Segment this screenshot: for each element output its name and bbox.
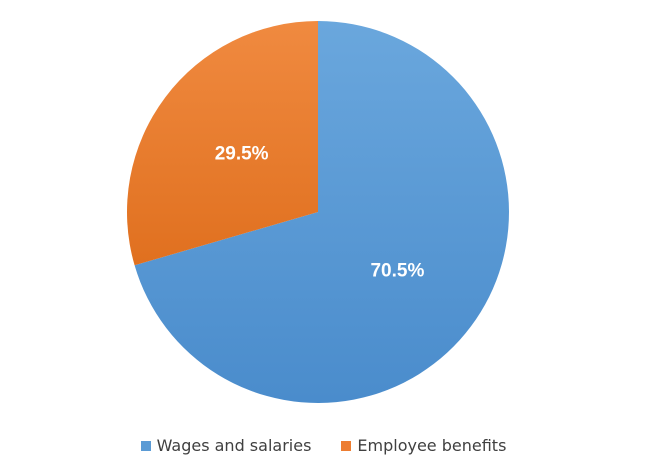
pie-slice-wages-and-salaries bbox=[134, 21, 509, 404]
pie-chart: 70.5% 29.5% bbox=[127, 21, 509, 404]
data-label-wages-and-salaries: 70.5% bbox=[370, 261, 424, 282]
legend: Wages and salaries Employee benefits bbox=[0, 436, 647, 455]
legend-item-wages: Wages and salaries bbox=[140, 436, 312, 455]
pie-slice-employee-benefits bbox=[127, 21, 318, 266]
legend-swatch-benefits bbox=[341, 440, 352, 451]
legend-item-benefits: Employee benefits bbox=[341, 436, 506, 455]
legend-label-benefits: Employee benefits bbox=[357, 436, 507, 455]
data-label-employee-benefits: 29.5% bbox=[215, 144, 269, 165]
legend-label-wages: Wages and salaries bbox=[156, 436, 312, 455]
legend-swatch-wages bbox=[140, 440, 151, 451]
